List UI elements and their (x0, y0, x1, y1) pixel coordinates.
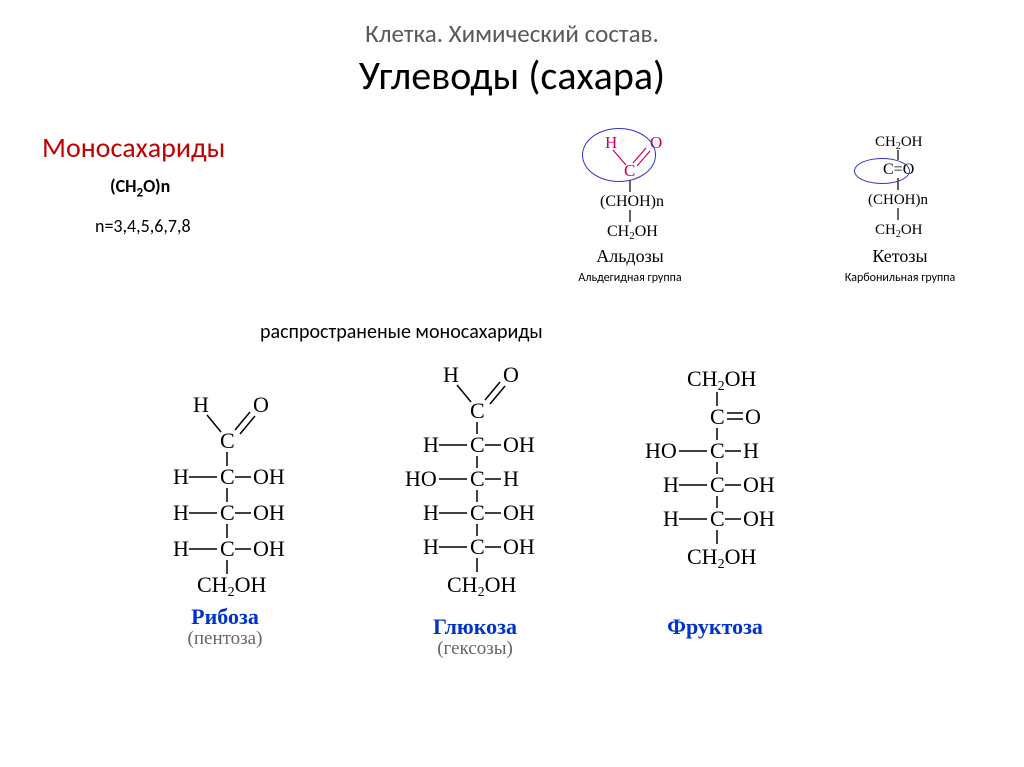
svg-text:CH2OH: CH2OH (687, 366, 756, 394)
aldose-sublabel: Альдегидная группа (560, 271, 700, 285)
svg-text:O: O (503, 362, 519, 387)
fructose-name: Фруктоза (620, 614, 810, 640)
svg-text:C: C (220, 500, 235, 525)
svg-text:CH2OH: CH2OH (687, 544, 756, 572)
fructose-block: CH2OH C O HO C H H C OH H C OH CH2OH Фру… (620, 360, 810, 640)
svg-text:H: H (423, 432, 439, 457)
svg-text:C: C (220, 428, 235, 453)
svg-text:OH: OH (503, 500, 535, 525)
svg-text:H: H (423, 534, 439, 559)
svg-text:O: O (253, 392, 269, 417)
svg-text:C: C (470, 534, 485, 559)
aldose-name: Альдозы (560, 246, 700, 267)
svg-text:C: C (470, 398, 485, 423)
glucose-svg: H O C H C OH HO C H H C OH H C OH CH2OH (395, 360, 555, 610)
svg-text:C: C (710, 506, 725, 531)
aldose-structure: H O C (CHOH)n CH2OH Альдозы Альдегидная … (560, 130, 700, 285)
main-title: Углеводы (сахара) (0, 51, 1024, 100)
ketose-name: Кетозы (830, 246, 970, 267)
ketose-sublabel: Карбонильная группа (830, 271, 970, 285)
title-block: Клетка. Химический состав. Углеводы (сах… (0, 0, 1024, 100)
svg-text:H: H (173, 464, 189, 489)
svg-text:CH2OH: CH2OH (875, 134, 923, 152)
svg-text:H: H (663, 472, 679, 497)
svg-text:(CHOH)n: (CHOH)n (868, 192, 928, 208)
fructose-svg: CH2OH C O HO C H H C OH H C OH CH2OH (635, 360, 795, 610)
subsection-title: распространеные моносахариды (260, 320, 543, 344)
ribose-block: H O C H C OH H C OH H C OH CH2OH Рибоза … (140, 390, 310, 650)
svg-text:CH2OH: CH2OH (447, 572, 516, 600)
ribose-name: Рибоза (140, 604, 310, 630)
ketose-svg: CH2OH C=O (CHOH)n CH2OH (850, 130, 950, 240)
svg-text:C: C (220, 536, 235, 561)
svg-text:C: C (470, 432, 485, 457)
svg-text:CH2OH: CH2OH (197, 572, 266, 600)
svg-text:H: H (743, 438, 759, 463)
svg-text:C: C (710, 438, 725, 463)
general-formula: (CH2O)n (110, 175, 170, 201)
svg-text:C: C (710, 472, 725, 497)
svg-text:OH: OH (503, 534, 535, 559)
svg-text:H: H (193, 392, 209, 417)
svg-text:CH2OH: CH2OH (607, 223, 658, 240)
ribose-svg: H O C H C OH H C OH H C OH CH2OH (155, 390, 295, 600)
supertitle: Клетка. Химический состав. (0, 18, 1024, 49)
ribose-subname: (пентоза) (140, 628, 310, 650)
svg-text:OH: OH (253, 464, 285, 489)
aldose-highlight-circle (582, 128, 656, 182)
svg-text:OH: OH (253, 500, 285, 525)
glucose-name: Глюкоза (380, 614, 570, 640)
glucose-block: H O C H C OH HO C H H C OH H C OH CH2OH … (380, 360, 570, 660)
svg-text:H: H (173, 536, 189, 561)
svg-text:HO: HO (645, 438, 677, 463)
svg-text:C: C (470, 500, 485, 525)
glucose-subname: (гексозы) (380, 638, 570, 660)
svg-text:C: C (710, 404, 725, 429)
section-label: Моносахариды (42, 130, 225, 165)
ketose-highlight-circle (854, 158, 910, 184)
svg-text:O: O (745, 404, 761, 429)
svg-text:OH: OH (253, 536, 285, 561)
svg-text:(CHOH)n: (CHOH)n (600, 193, 664, 210)
svg-text:OH: OH (503, 432, 535, 457)
svg-text:H: H (663, 506, 679, 531)
svg-text:CH2OH: CH2OH (875, 222, 923, 240)
svg-text:H: H (503, 466, 519, 491)
svg-text:H: H (173, 500, 189, 525)
svg-text:HO: HO (405, 466, 437, 491)
svg-text:H: H (423, 500, 439, 525)
n-values: n=3,4,5,6,7,8 (95, 215, 191, 237)
svg-text:H: H (443, 362, 459, 387)
ketose-structure: CH2OH C=O (CHOH)n CH2OH Кетозы Карбониль… (830, 130, 970, 285)
svg-text:OH: OH (743, 506, 775, 531)
svg-text:OH: OH (743, 472, 775, 497)
svg-text:C: C (470, 466, 485, 491)
svg-text:C: C (220, 464, 235, 489)
